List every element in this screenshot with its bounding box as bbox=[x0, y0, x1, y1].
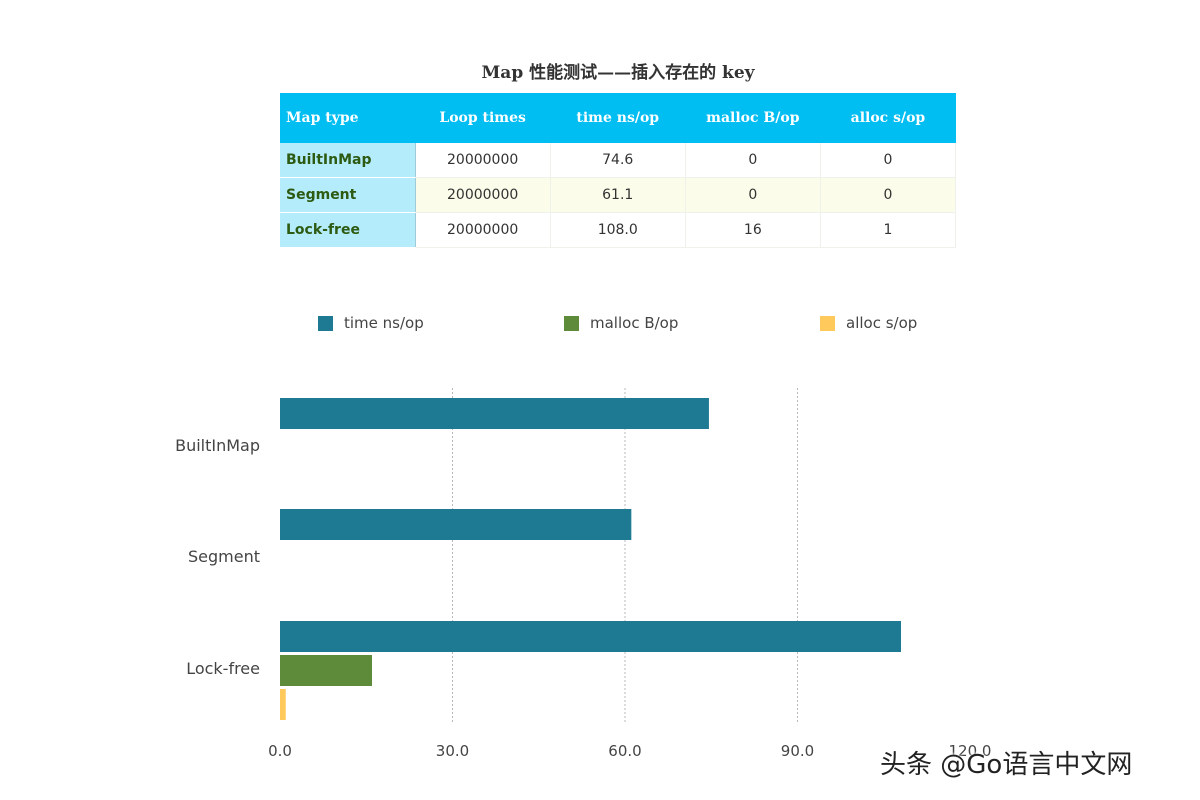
table-title: Map 性能测试——插入存在的 key bbox=[481, 63, 755, 83]
table-cell: 16 bbox=[685, 212, 821, 248]
table-cell: 20000000 bbox=[415, 177, 551, 213]
table-cell: 20000000 bbox=[415, 212, 551, 248]
table-cell: 0 bbox=[685, 177, 821, 213]
x-tick-label: 0.0 bbox=[268, 742, 292, 760]
bar-segment-0 bbox=[280, 509, 632, 540]
header-alloc: alloc s/op bbox=[820, 93, 956, 143]
watermark: 头条 @Go语言中文网 bbox=[880, 750, 1133, 780]
table-header-row: Map type Loop times time ns/op malloc B/… bbox=[280, 93, 956, 143]
y-category-label: Lock-free bbox=[186, 659, 260, 678]
legend-swatch-malloc bbox=[564, 315, 579, 331]
x-tick-label: 30.0 bbox=[436, 742, 469, 760]
header-map-type: Map type bbox=[280, 93, 416, 143]
bar-builtinmap-0 bbox=[280, 398, 709, 429]
horizontal-bar-chart: 0.0 30.0 60.0 90.0 120.0 BuiltInMap Segment Loc… bbox=[175, 388, 992, 760]
legend-swatch-alloc bbox=[820, 315, 835, 331]
x-tick-label: 90.0 bbox=[781, 742, 814, 760]
legend-label-alloc: alloc s/op bbox=[846, 314, 918, 332]
table-row: Lock-free 20000000 108.0 16 1 bbox=[280, 212, 957, 248]
table-cell: 74.6 bbox=[550, 143, 686, 178]
y-category-label: BuiltInMap bbox=[175, 436, 260, 455]
legend-label-malloc: malloc B/op bbox=[590, 314, 679, 332]
table-cell: 0 bbox=[685, 143, 821, 178]
bar-lock-free-1 bbox=[280, 655, 372, 686]
table-cell: 0 bbox=[820, 177, 957, 213]
table-cell: Lock-free bbox=[280, 212, 416, 248]
chart-legend: time ns/op malloc B/op alloc s/op bbox=[318, 314, 958, 334]
legend-item-alloc: alloc s/op bbox=[820, 314, 917, 332]
header-malloc: malloc B/op bbox=[685, 93, 821, 143]
legend-label-time: time ns/op bbox=[344, 314, 424, 332]
legend-item-malloc: malloc B/op bbox=[564, 314, 678, 332]
table-cell: 61.1 bbox=[550, 177, 686, 213]
table-row: BuiltInMap 20000000 74.6 0 0 bbox=[280, 143, 957, 178]
table-cell: 1 bbox=[820, 212, 957, 248]
legend-item-time: time ns/op bbox=[318, 314, 424, 332]
benchmark-table: Map type Loop times time ns/op malloc B/… bbox=[280, 93, 957, 248]
table-cell: Segment bbox=[280, 177, 416, 213]
y-category-label: Segment bbox=[188, 547, 260, 566]
x-tick-label: 120.0 bbox=[949, 742, 992, 760]
header-time: time ns/op bbox=[550, 93, 686, 143]
bar-lock-free-0 bbox=[280, 621, 901, 652]
table-cell: BuiltInMap bbox=[280, 143, 416, 178]
table-row: Segment 20000000 61.1 0 0 bbox=[280, 177, 957, 213]
x-tick-label: 60.0 bbox=[608, 742, 641, 760]
bar-lock-free-2 bbox=[280, 689, 286, 720]
table-cell: 20000000 bbox=[415, 143, 551, 178]
table-cell: 0 bbox=[820, 143, 957, 178]
table-cell: 108.0 bbox=[550, 212, 686, 248]
legend-swatch-time bbox=[318, 315, 333, 331]
header-loop-times: Loop times bbox=[415, 93, 551, 143]
